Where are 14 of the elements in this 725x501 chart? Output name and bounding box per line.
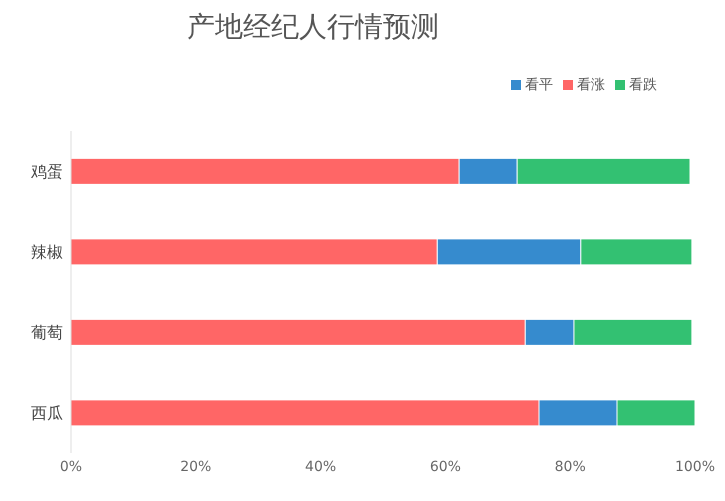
x-tick-label: 100% xyxy=(674,458,716,475)
legend-label: 看跌 xyxy=(629,77,657,93)
chart-title: 产地经纪人行情预测 xyxy=(186,9,440,45)
x-tick-label: 80% xyxy=(554,458,586,475)
legend-label: 看涨 xyxy=(577,77,605,93)
y-tick-label: 西瓜 xyxy=(31,403,63,422)
legend-label: 看平 xyxy=(525,77,553,93)
x-tick-label: 20% xyxy=(180,458,212,475)
y-tick-label: 葡萄 xyxy=(31,322,63,342)
y-tick-label: 鸡蛋 xyxy=(30,162,63,181)
x-tick-label: 60% xyxy=(430,458,461,475)
x-tick-label: 0% xyxy=(60,458,82,475)
x-tick-label: 40% xyxy=(305,458,336,475)
y-tick-label: 辣椒 xyxy=(31,242,63,262)
